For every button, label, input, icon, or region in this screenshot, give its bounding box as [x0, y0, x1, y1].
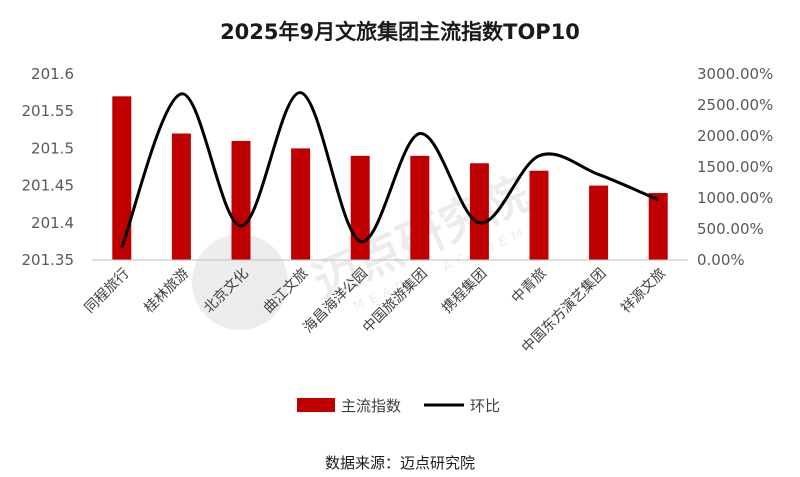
bar-3: [231, 140, 251, 260]
left-tick-label: 201.6: [31, 65, 74, 83]
legend: 主流指数 环比: [297, 397, 500, 415]
bar-2: [171, 133, 191, 260]
bar-6: [410, 155, 430, 260]
left-tick-label: 201.35: [22, 251, 75, 269]
bar-10: [648, 193, 668, 260]
legend-bar-swatch: [297, 398, 335, 412]
chart-title: 2025年9月文旅集团主流指数TOP10: [220, 20, 580, 44]
bar-1: [112, 96, 132, 260]
right-tick-label: 500.00%: [697, 220, 764, 238]
right-tick-label: 1500.00%: [697, 158, 773, 176]
source-note: 数据来源：迈点研究院: [325, 454, 475, 472]
bar-9: [589, 185, 609, 260]
left-axis: 201.35 201.4 201.45 201.5 201.55 201.6: [22, 65, 75, 269]
bar-8: [529, 170, 549, 260]
right-tick-label: 0.00%: [697, 251, 745, 269]
right-axis: 0.00% 500.00% 1000.00% 1500.00% 2000.00% 2500…: [697, 65, 773, 269]
bar-5: [350, 155, 370, 260]
bar-series: [112, 96, 668, 260]
right-tick-label: 3000.00%: [697, 65, 773, 83]
left-tick-label: 201.5: [31, 139, 74, 157]
category-label: 祥源文旅: [618, 266, 669, 317]
legend-bar-label: 主流指数: [341, 397, 401, 415]
right-tick-label: 2500.00%: [697, 96, 773, 114]
bar-4: [291, 148, 311, 260]
left-tick-label: 201.4: [31, 214, 74, 232]
right-tick-label: 2000.00%: [697, 127, 773, 145]
category-label: 中青旅: [509, 266, 550, 307]
bar-7: [469, 163, 489, 260]
category-label: 桂林旅游: [141, 266, 192, 317]
line-series-path: [120, 91, 659, 249]
legend-line-label: 环比: [470, 397, 500, 415]
category-label: 同程旅行: [82, 266, 133, 317]
left-tick-label: 201.45: [22, 177, 75, 195]
right-tick-label: 1000.00%: [697, 189, 773, 207]
watermark-logo-icon: [192, 234, 288, 330]
left-tick-label: 201.55: [22, 102, 75, 120]
